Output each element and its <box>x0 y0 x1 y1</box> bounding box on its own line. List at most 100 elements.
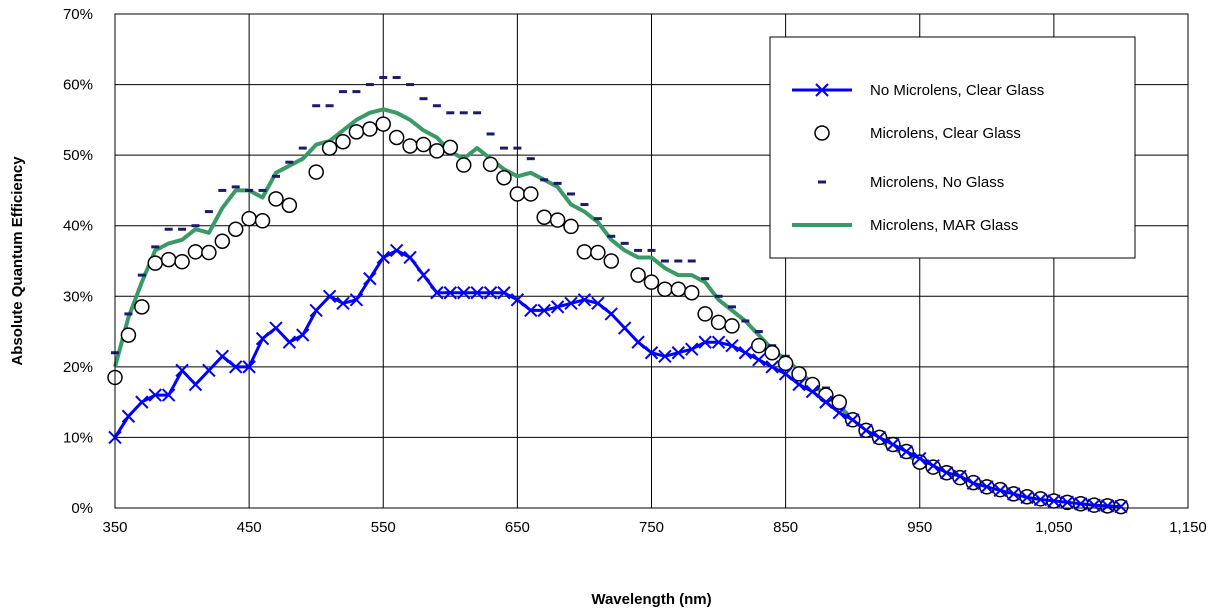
microlens-no-glass-point <box>204 210 213 214</box>
plot-frame <box>114 13 1189 509</box>
microlens-clear-glass-point <box>268 191 284 207</box>
legend-item-no-microlens-clear-glass: No Microlens, Clear Glass <box>792 82 1044 99</box>
x-tick-label: 850 <box>773 519 798 536</box>
no-microlens-clear-glass-point <box>497 286 511 300</box>
microlens-clear-glass-point <box>362 121 378 137</box>
microlens-no-glass-point <box>660 259 669 263</box>
microlens-clear-glass-point <box>402 138 418 154</box>
no-microlens-clear-glass-point <box>537 303 551 318</box>
microlens-no-glass-point <box>727 305 736 309</box>
microlens-clear-glass-point <box>831 394 848 410</box>
microlens-clear-glass-point <box>160 251 177 268</box>
no-microlens-clear-glass-point <box>966 476 981 491</box>
no-microlens-clear-glass-point <box>685 342 699 356</box>
microlens-no-glass-point <box>499 146 508 150</box>
microlens-no-glass-point <box>741 319 750 323</box>
microlens-clear-glass-point <box>576 244 593 260</box>
no-microlens-clear-glass-point <box>282 335 297 349</box>
x-tick-label: 550 <box>371 519 396 536</box>
microlens-no-glass-point <box>164 227 173 231</box>
x-tick-label: 450 <box>237 519 262 536</box>
microlens-clear-glass-point <box>523 186 539 202</box>
x-tick-label: 650 <box>505 519 530 536</box>
microlens-clear-glass-point <box>348 124 365 140</box>
microlens-no-glass-point <box>634 248 643 252</box>
legend-label: Microlens, Clear Glass <box>870 125 1021 142</box>
microlens-clear-glass-point <box>590 244 606 261</box>
y-tick-label: 20% <box>63 359 93 376</box>
microlens-no-glass-point <box>245 188 254 192</box>
microlens-no-glass-point <box>392 76 401 80</box>
microlens-no-glass-point <box>218 188 227 192</box>
microlens-no-glass-point <box>285 160 294 164</box>
no-microlens-clear-glass-point <box>765 360 779 374</box>
y-tick-labels: 0% 10% 20% 30% 40% 50% 60% 70% <box>63 6 93 517</box>
no-microlens-clear-glass-point <box>389 243 404 258</box>
no-microlens-clear-glass-point <box>993 483 1007 498</box>
no-microlens-clear-glass-point <box>416 268 431 282</box>
no-microlens-clear-glass-point <box>778 367 793 381</box>
no-microlens-clear-glass-point <box>644 346 659 360</box>
microlens-clear-glass-point <box>321 140 338 156</box>
microlens-clear-glass-point <box>415 136 432 153</box>
no-microlens-clear-glass-point <box>698 335 712 349</box>
legend-item-microlens-clear-glass: Microlens, Clear Glass <box>814 125 1021 142</box>
no-microlens-clear-glass-point <box>953 469 967 483</box>
series-layer <box>107 76 1129 515</box>
no-microlens-clear-glass-point <box>296 328 310 342</box>
no-microlens-clear-glass-point <box>322 289 337 303</box>
no-microlens-clear-glass-point <box>859 423 873 438</box>
x-tick-label: 1,150 <box>1169 519 1207 536</box>
no-microlens-clear-glass-point <box>1087 498 1101 512</box>
microlens-clear-glass-point <box>630 267 646 283</box>
microlens-clear-glass-point <box>657 281 673 297</box>
no-microlens-clear-glass-point <box>215 349 230 363</box>
y-tick-label: 60% <box>63 77 93 94</box>
microlens-no-glass-point <box>513 146 522 150</box>
legend: No Microlens, Clear Glass Microlens, Clea… <box>769 36 1136 259</box>
microlens-no-glass-point <box>339 90 348 94</box>
microlens-clear-glass-point <box>241 210 257 227</box>
no-microlens-clear-glass-point <box>188 377 203 392</box>
no-microlens-clear-glass-point <box>403 250 417 265</box>
no-microlens-clear-glass-point <box>604 307 618 321</box>
no-microlens-clear-glass-point <box>926 458 940 473</box>
microlens-no-glass-point <box>580 203 589 207</box>
y-axis-title: Absolute Quantum Efficiency <box>9 156 26 366</box>
no-microlens-clear-glass-point <box>229 360 243 374</box>
microlens-no-glass-point <box>365 83 374 87</box>
y-tick-label: 70% <box>63 6 93 23</box>
no-microlens-clear-glass-point <box>1033 492 1048 507</box>
no-microlens-clear-glass-point <box>805 384 820 399</box>
x-axis-title: Wavelength (nm) <box>591 591 711 608</box>
no-microlens-clear-glass-point <box>135 395 149 409</box>
microlens-no-glass-point <box>258 188 267 192</box>
microlens-clear-glass-point <box>134 299 150 315</box>
microlens-clear-glass-point <box>174 253 190 270</box>
no-microlens-clear-glass-point <box>980 480 994 494</box>
microlens-clear-glass-point <box>536 209 552 225</box>
microlens-clear-glass-point <box>201 244 217 261</box>
microlens-no-glass-point <box>593 217 602 221</box>
no-microlens-clear-glass-point <box>845 413 860 427</box>
microlens-clear-glass-point <box>482 156 499 173</box>
microlens-clear-glass-point <box>697 306 713 322</box>
microlens-clear-glass-point <box>375 116 391 132</box>
microlens-no-glass-point <box>647 248 656 252</box>
microlens-no-glass-point <box>459 111 468 115</box>
legend-no-microlens-clear-glass-point <box>815 83 829 97</box>
no-microlens-clear-glass-point <box>309 303 323 318</box>
microlens-no-glass-point <box>607 234 616 238</box>
no-microlens-clear-glass-point <box>711 335 726 349</box>
microlens-no-glass-point <box>312 104 321 108</box>
legend-label: No Microlens, Clear Glass <box>870 82 1044 99</box>
microlens-clear-glass-point <box>214 233 231 249</box>
no-microlens-clear-glass-point <box>255 331 270 346</box>
no-microlens-clear-glass-point <box>725 338 739 353</box>
microlens-no-glass-point <box>231 185 240 189</box>
no-microlens-clear-glass-point <box>738 346 753 360</box>
microlens-clear-glass-point <box>683 285 700 301</box>
no-microlens-clear-glass-point <box>349 293 364 307</box>
legend-microlens-no-glass-point <box>818 180 826 184</box>
x-tick-label: 1,050 <box>1035 519 1073 536</box>
